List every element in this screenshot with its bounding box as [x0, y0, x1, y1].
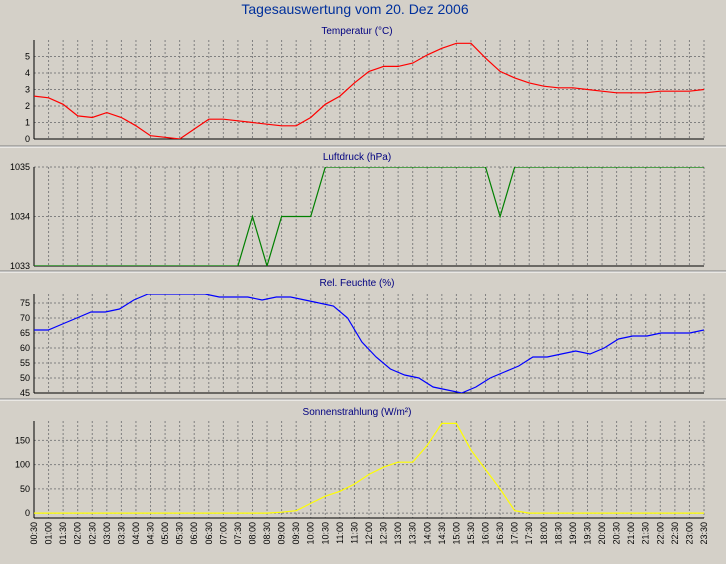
y-tick-label: 150: [15, 435, 30, 445]
chart-panel-3: Sonnenstrahlung (W/m²) 0 50 100 150: [0, 398, 726, 519]
series-line: [34, 42, 704, 139]
x-tick-label: 18:30: [553, 522, 563, 545]
x-tick-label: 22:30: [670, 522, 680, 545]
x-tick-label: 20:30: [612, 522, 622, 545]
y-tick-label: 60: [20, 343, 30, 353]
x-tick-label: 23:00: [684, 522, 694, 545]
x-tick-label: 10:30: [320, 522, 330, 545]
x-tick-label: 12:00: [364, 522, 374, 545]
x-tick-label: 16:00: [481, 522, 491, 545]
chart-title: Temperatur (°C): [321, 26, 392, 37]
chart-panel-0: Temperatur (°C) 0 1 2 3 4 5: [25, 26, 705, 144]
x-tick-label: 17:00: [510, 522, 520, 545]
x-tick-label: 08:30: [262, 522, 272, 545]
x-tick-label: 09:30: [291, 522, 301, 545]
x-tick-label: 14:00: [422, 522, 432, 545]
x-tick-label: 07:00: [218, 522, 228, 545]
x-tick-label: 05:30: [175, 522, 185, 545]
y-tick-label: 65: [20, 328, 30, 338]
series-line: [34, 294, 704, 393]
y-tick-label: 1: [25, 118, 30, 128]
chart-title: Luftdruck (hPa): [323, 152, 391, 163]
x-tick-label: 18:00: [539, 522, 549, 545]
x-tick-label: 20:00: [597, 522, 607, 545]
y-tick-label: 3: [25, 85, 30, 95]
y-tick-label: 50: [20, 484, 30, 494]
x-tick-label: 08:00: [248, 522, 258, 545]
x-tick-label: 04:30: [146, 522, 156, 545]
x-tick-label: 09:00: [277, 522, 287, 545]
chart-title: Rel. Feuchte (%): [319, 278, 394, 289]
y-tick-label: 1035: [10, 162, 30, 172]
x-tick-label: 03:00: [102, 522, 112, 545]
x-tick-label: 00:30: [29, 522, 39, 545]
x-axis: 00:30 01:00 01:30 02:00 02:30 03:00 03:30 04:00…: [29, 522, 709, 545]
chart-panel-1: Luftdruck (hPa) 1033 1034 1035: [0, 145, 726, 271]
x-tick-label: 23:30: [699, 522, 709, 545]
x-tick-label: 11:30: [349, 522, 359, 544]
chart-panel-2: Rel. Feuchte (%) 45 50 55 60 65 70 75: [0, 270, 726, 398]
y-tick-label: 70: [20, 313, 30, 323]
x-tick-label: 22:00: [655, 522, 665, 545]
x-tick-label: 14:30: [437, 522, 447, 545]
y-tick-label: 1033: [10, 261, 30, 271]
x-tick-label: 19:30: [583, 522, 593, 545]
x-tick-label: 12:30: [379, 522, 389, 545]
y-tick-label: 1034: [10, 212, 30, 222]
x-tick-label: 16:30: [495, 522, 505, 545]
y-tick-label: 45: [20, 388, 30, 398]
x-tick-label: 03:30: [116, 522, 126, 545]
x-tick-label: 01:00: [44, 522, 54, 545]
x-tick-label: 07:30: [233, 522, 243, 545]
x-tick-label: 15:30: [466, 522, 476, 545]
x-tick-label: 17:30: [524, 522, 534, 545]
x-tick-label: 19:00: [568, 522, 578, 545]
y-tick-label: 55: [20, 358, 30, 368]
y-tick-label: 2: [25, 101, 30, 111]
y-tick-label: 4: [25, 68, 30, 78]
x-tick-label: 02:00: [73, 522, 83, 545]
y-tick-label: 50: [20, 373, 30, 383]
x-tick-label: 01:30: [58, 522, 68, 545]
x-tick-label: 06:00: [189, 522, 199, 545]
x-tick-label: 04:00: [131, 522, 141, 545]
x-tick-label: 05:00: [160, 522, 170, 545]
page-title: Tagesauswertung vom 20. Dez 2006: [241, 1, 468, 17]
x-tick-label: 21:00: [626, 522, 636, 545]
y-tick-label: 0: [25, 508, 30, 518]
series-line: [34, 422, 704, 514]
x-tick-label: 11:00: [335, 522, 345, 544]
x-tick-label: 21:30: [641, 522, 651, 545]
x-tick-label: 06:30: [204, 522, 214, 545]
y-tick-label: 5: [25, 52, 30, 62]
chart-title: Sonnenstrahlung (W/m²): [303, 407, 412, 418]
x-tick-label: 15:00: [451, 522, 461, 545]
x-tick-label: 02:30: [87, 522, 97, 545]
y-tick-label: 100: [15, 460, 30, 470]
x-tick-label: 10:00: [306, 522, 316, 545]
y-tick-label: 75: [20, 298, 30, 308]
x-tick-label: 13:30: [408, 522, 418, 545]
y-tick-label: 0: [25, 134, 30, 144]
x-tick-label: 13:00: [393, 522, 403, 545]
